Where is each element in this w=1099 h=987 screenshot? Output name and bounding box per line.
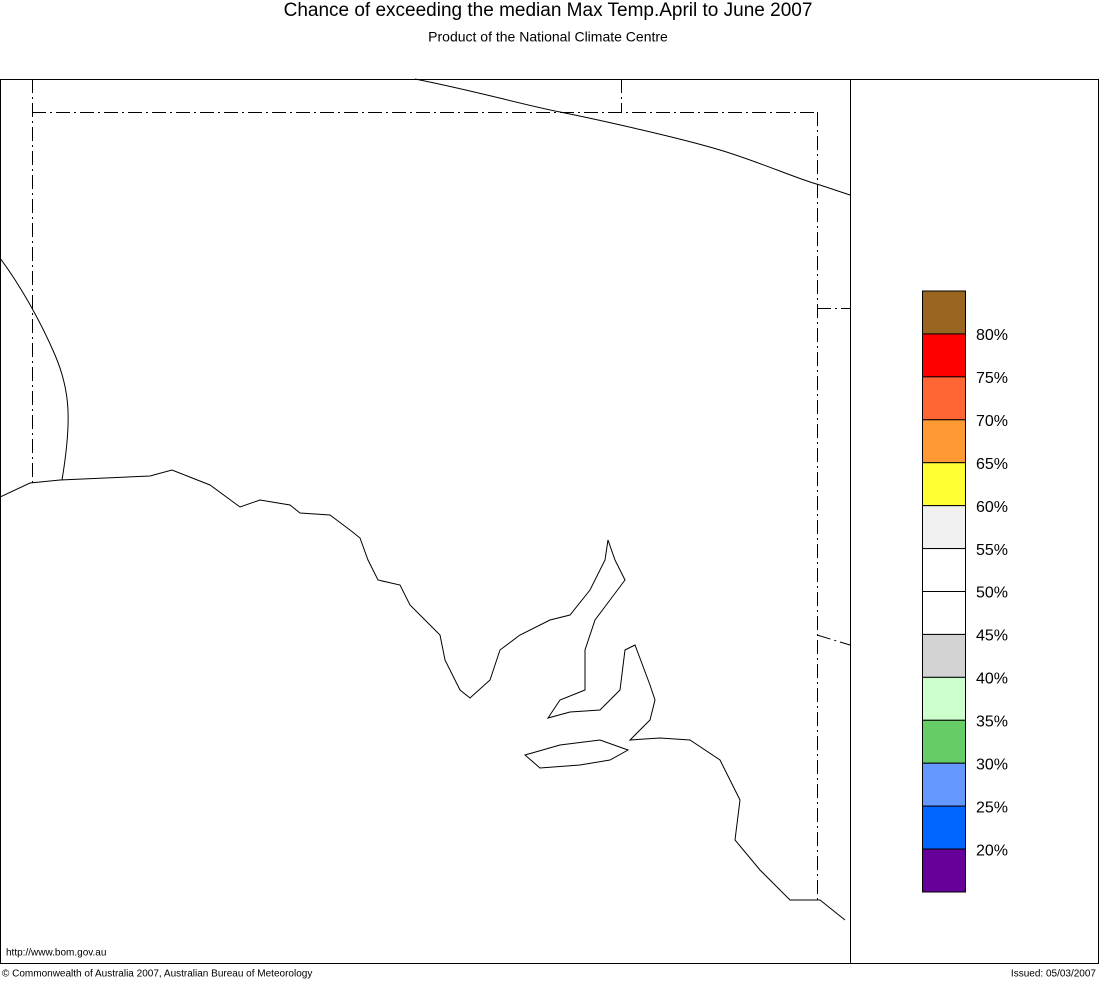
legend-label: 60% — [976, 499, 1008, 516]
legend-label: 50% — [976, 585, 1008, 602]
legend-swatch — [922, 633, 966, 678]
legend-swatch — [922, 676, 966, 721]
legend-swatch — [922, 333, 966, 378]
island — [523, 739, 630, 769]
legend-swatch — [922, 419, 966, 464]
legend-swatch — [922, 762, 966, 807]
legend-swatch — [922, 805, 966, 850]
legend: 80% 75% 70% 65% 60% 55% 50% 45% 40% 35% 30% 25% 20% — [922, 290, 1008, 893]
legend-swatch — [922, 591, 966, 635]
title: Chance of exceeding the median Max Temp.… — [284, 0, 813, 21]
subtitle: Product of the National Climate Centre — [428, 29, 668, 45]
legend-swatch — [922, 462, 966, 507]
legend-label: 40% — [976, 671, 1008, 688]
map — [0, 78, 1099, 964]
issued: Issued: 05/03/2007 — [1011, 969, 1097, 980]
legend-label: 45% — [976, 628, 1008, 645]
legend-swatch — [922, 376, 966, 421]
boundary-line — [0, 257, 69, 481]
legend-label: 65% — [976, 456, 1008, 473]
legend-swatch — [922, 290, 966, 335]
legend-label: 20% — [976, 842, 1008, 859]
legend-label: 25% — [976, 799, 1008, 816]
coastline — [0, 469, 846, 921]
legend-swatch — [922, 848, 966, 893]
legend-label: 70% — [976, 413, 1008, 430]
state-border — [816, 634, 851, 646]
legend-swatch — [922, 505, 966, 550]
legend-swatch — [922, 548, 966, 592]
legend-label: 35% — [976, 714, 1008, 731]
legend-label: 75% — [976, 370, 1008, 387]
copyright: © Commonwealth of Australia 2007, Austra… — [2, 969, 312, 980]
legend-label: 80% — [976, 327, 1008, 344]
boundary-line — [414, 78, 851, 196]
url: http://www.bom.gov.au — [6, 948, 106, 959]
legend-swatch — [922, 719, 966, 764]
legend-label: 30% — [976, 756, 1008, 773]
legend-label: 55% — [976, 542, 1008, 559]
